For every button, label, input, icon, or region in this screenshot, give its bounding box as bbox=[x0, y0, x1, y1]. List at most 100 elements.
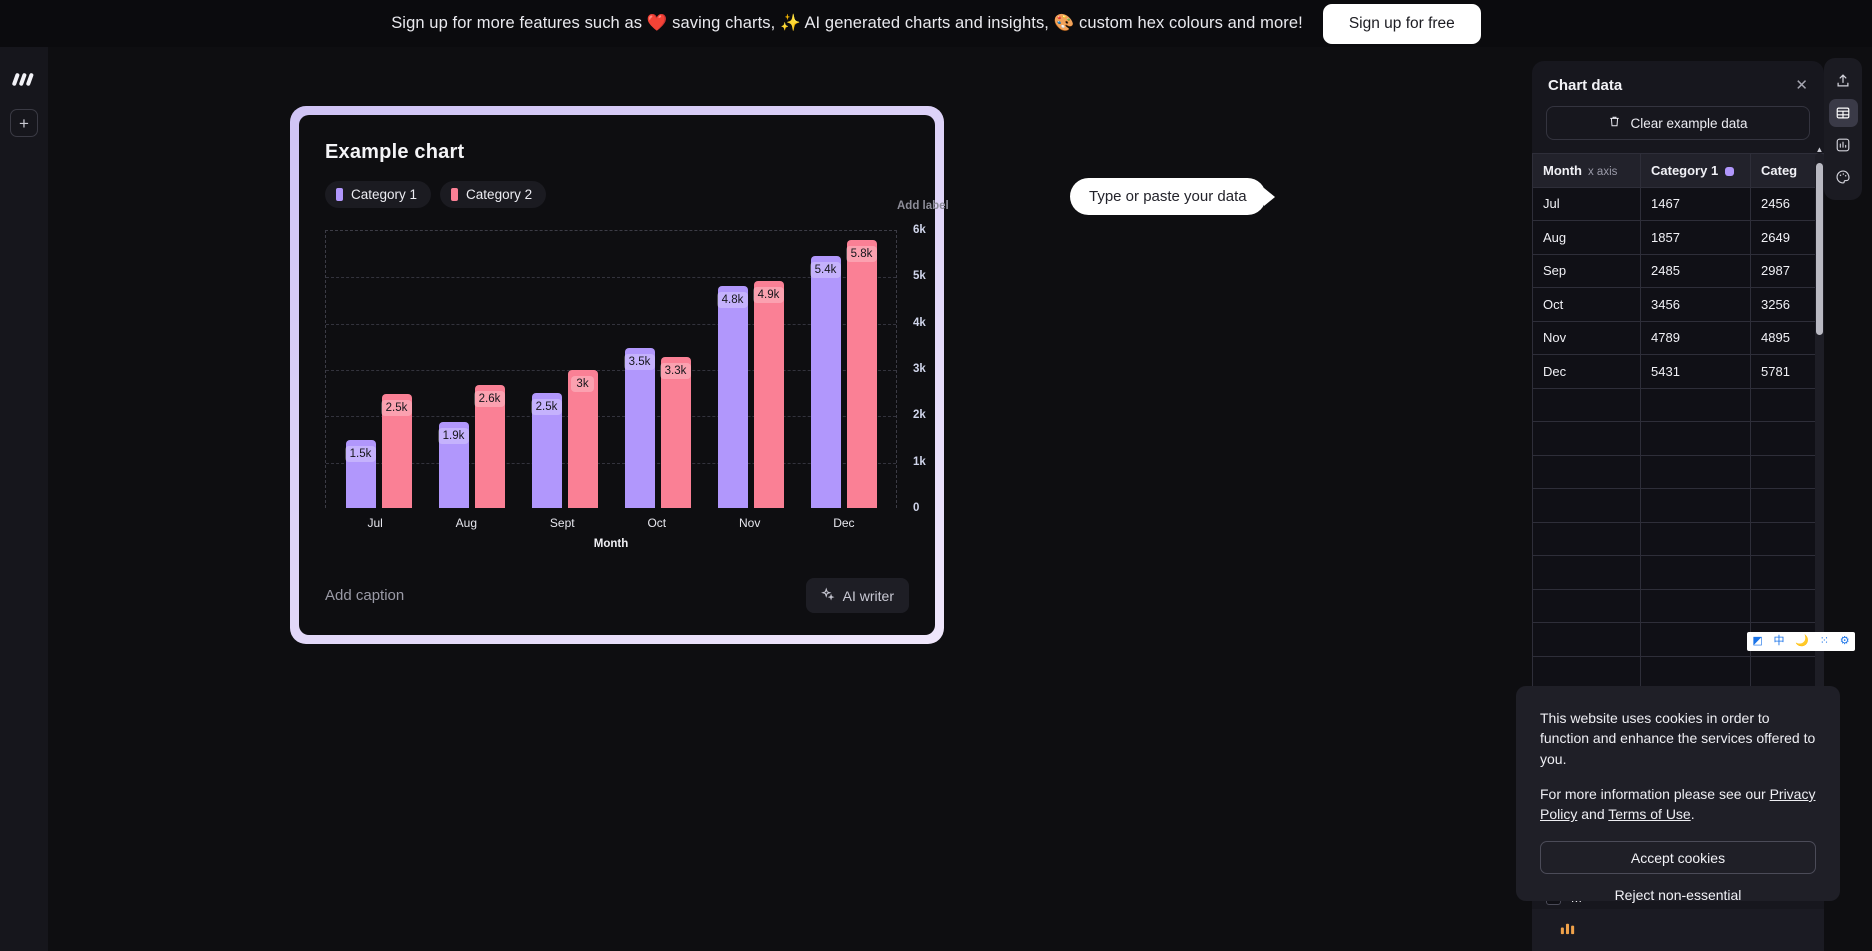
table-cell[interactable]: 3256 bbox=[1750, 287, 1824, 322]
table-cell[interactable]: 5781 bbox=[1750, 354, 1824, 389]
bar[interactable]: 1.5k bbox=[344, 440, 377, 508]
bar-value-label: 1.5k bbox=[344, 446, 377, 463]
bar[interactable]: 1.9k bbox=[437, 421, 470, 508]
table-cell[interactable] bbox=[1640, 521, 1751, 556]
add-y-axis-label[interactable]: Add label bbox=[897, 200, 949, 212]
table-cell[interactable] bbox=[1750, 555, 1824, 590]
chart-icon[interactable] bbox=[1829, 132, 1858, 159]
table-icon[interactable] bbox=[1828, 99, 1858, 127]
table-cell[interactable] bbox=[1750, 387, 1824, 422]
table-column-header[interactable]: Category 1 bbox=[1640, 153, 1751, 188]
table-cell[interactable] bbox=[1750, 488, 1824, 523]
translate-icon[interactable]: 中 bbox=[1773, 635, 1785, 647]
bar[interactable]: 4.9k bbox=[752, 281, 785, 508]
clear-label: Clear example data bbox=[1630, 115, 1748, 131]
table-cell[interactable]: Dec bbox=[1532, 354, 1641, 389]
bar[interactable]: 3k bbox=[567, 369, 598, 508]
upload-icon[interactable] bbox=[1829, 67, 1858, 94]
bar[interactable]: 2.5k bbox=[380, 394, 413, 508]
browser-mini-toolbar: ◩ 中 🌙 ⁙ ⚙ bbox=[1747, 632, 1855, 651]
add-caption-button[interactable]: Add caption bbox=[325, 587, 405, 604]
table-cell[interactable]: Nov bbox=[1532, 320, 1641, 355]
table-vertical-scrollbar[interactable]: ▲ bbox=[1815, 145, 1824, 701]
bar[interactable]: 2.6k bbox=[473, 385, 506, 508]
table-cell[interactable] bbox=[1750, 655, 1824, 690]
bar[interactable]: 2.5k bbox=[530, 392, 563, 508]
chart-card[interactable]: Example chart Category 1 Category 2 Add … bbox=[299, 115, 949, 635]
trash-icon bbox=[1608, 115, 1621, 131]
table-cell[interactable]: 4789 bbox=[1640, 320, 1751, 355]
table-cell[interactable] bbox=[1532, 454, 1641, 489]
legend-item-category-2[interactable]: Category 2 bbox=[440, 181, 547, 208]
paste-data-callout: Type or paste your data bbox=[1070, 178, 1266, 215]
bar[interactable]: 3.3k bbox=[659, 357, 692, 508]
scrollbar-thumb[interactable] bbox=[1816, 163, 1823, 335]
table-cell[interactable] bbox=[1750, 521, 1824, 556]
table-cell[interactable]: Oct bbox=[1532, 287, 1641, 322]
bar[interactable]: 3.5k bbox=[623, 347, 656, 508]
table-column-header[interactable]: Categ bbox=[1750, 153, 1824, 188]
legend-item-category-1[interactable]: Category 1 bbox=[325, 181, 432, 208]
add-chart-button[interactable]: + bbox=[10, 109, 38, 137]
table-cell[interactable] bbox=[1640, 387, 1751, 422]
chart-title[interactable]: Example chart bbox=[325, 141, 465, 163]
eyedropper-icon[interactable]: ⁙ bbox=[1819, 635, 1829, 647]
table-cell[interactable] bbox=[1640, 454, 1751, 489]
reject-cookies-button[interactable]: Reject non-essential bbox=[1540, 887, 1816, 903]
table-cell[interactable]: 2649 bbox=[1750, 220, 1824, 255]
table-cell[interactable] bbox=[1640, 421, 1751, 456]
bar[interactable]: 5.8k bbox=[845, 240, 878, 508]
table-cell[interactable] bbox=[1640, 655, 1751, 690]
x-axis-title[interactable]: Month bbox=[593, 538, 629, 550]
table-cell[interactable] bbox=[1532, 521, 1641, 556]
select-icon[interactable]: ◩ bbox=[1752, 635, 1763, 647]
column-color-dot-icon[interactable] bbox=[1725, 166, 1735, 176]
ai-writer-button[interactable]: AI writer bbox=[805, 578, 909, 613]
cookie-p2-suffix: . bbox=[1690, 806, 1695, 823]
close-icon[interactable]: ✕ bbox=[1795, 77, 1808, 94]
scroll-up-icon[interactable]: ▲ bbox=[1815, 145, 1824, 154]
table-cell[interactable]: Aug bbox=[1532, 220, 1641, 255]
table-cell[interactable]: 2987 bbox=[1750, 253, 1824, 288]
table-cell[interactable] bbox=[1532, 622, 1641, 657]
table-cell[interactable] bbox=[1532, 588, 1641, 623]
table-cell[interactable] bbox=[1532, 421, 1641, 456]
accept-cookies-button[interactable]: Accept cookies bbox=[1540, 841, 1816, 875]
table-cell[interactable]: 3456 bbox=[1640, 287, 1751, 322]
table-cell[interactable] bbox=[1532, 655, 1641, 690]
table-cell[interactable] bbox=[1750, 421, 1824, 456]
x-axis-tick: Nov bbox=[739, 516, 761, 530]
table-cell[interactable]: 2485 bbox=[1640, 253, 1751, 288]
table-cell[interactable]: 1857 bbox=[1640, 220, 1751, 255]
table-cell[interactable] bbox=[1750, 454, 1824, 489]
privacy-policy-link[interactable]: Privacy Policy bbox=[1540, 785, 1816, 823]
table-cell[interactable] bbox=[1640, 555, 1751, 590]
clear-example-data-button[interactable]: Clear example data bbox=[1546, 106, 1810, 140]
bar[interactable]: 4.8k bbox=[716, 286, 749, 508]
plot-area: Add label 1.5k 2.5k 1.9k 2.6k 2.5k 3k 3.5k 3.3k… bbox=[325, 200, 949, 550]
table-cell[interactable] bbox=[1532, 488, 1641, 523]
settings-icon[interactable]: ⚙ bbox=[1839, 635, 1850, 647]
dark-mode-icon[interactable]: 🌙 bbox=[1795, 635, 1809, 647]
table-column-header[interactable]: Month x axis bbox=[1532, 153, 1641, 188]
sign-up-button[interactable]: Sign up for free bbox=[1322, 3, 1481, 44]
table-cell[interactable]: Jul bbox=[1532, 186, 1641, 221]
y-axis: 0 1k 2k 3k 4k 5k 6k bbox=[905, 218, 951, 514]
table-cell[interactable] bbox=[1640, 488, 1751, 523]
table-cell[interactable] bbox=[1532, 555, 1641, 590]
table-row bbox=[1532, 454, 1824, 489]
table-cell[interactable] bbox=[1750, 588, 1824, 623]
table-cell[interactable]: Sep bbox=[1532, 253, 1641, 288]
table-cell[interactable] bbox=[1532, 387, 1641, 422]
table-cell[interactable] bbox=[1640, 588, 1751, 623]
chart-type-icon[interactable] bbox=[1558, 918, 1577, 942]
bar[interactable]: 5.4k bbox=[809, 256, 842, 508]
app-logo-icon[interactable] bbox=[9, 63, 39, 93]
palette-icon[interactable] bbox=[1829, 164, 1858, 191]
table-cell[interactable] bbox=[1640, 622, 1751, 657]
table-cell[interactable]: 5431 bbox=[1640, 354, 1751, 389]
table-cell[interactable]: 4895 bbox=[1750, 320, 1824, 355]
terms-of-use-link[interactable]: Terms of Use bbox=[1608, 806, 1691, 823]
table-cell[interactable]: 2456 bbox=[1750, 186, 1824, 221]
table-cell[interactable]: 1467 bbox=[1640, 186, 1751, 221]
